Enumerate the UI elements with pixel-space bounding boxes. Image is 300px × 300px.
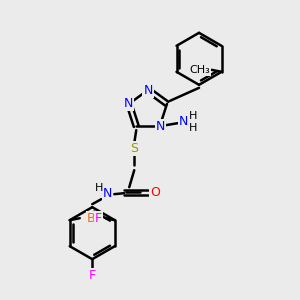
Text: O: O [150, 186, 160, 199]
Text: N: N [156, 120, 165, 133]
Text: CH₃: CH₃ [189, 65, 210, 75]
Text: N: N [123, 97, 133, 110]
Text: F: F [95, 212, 102, 225]
Text: N: N [103, 187, 112, 200]
Text: H: H [189, 123, 197, 133]
Text: Br: Br [87, 212, 101, 225]
Text: N: N [179, 115, 188, 128]
Text: N: N [143, 83, 153, 97]
Text: H: H [189, 111, 197, 121]
Text: F: F [89, 269, 96, 282]
Text: S: S [130, 142, 138, 155]
Text: H: H [95, 183, 103, 193]
